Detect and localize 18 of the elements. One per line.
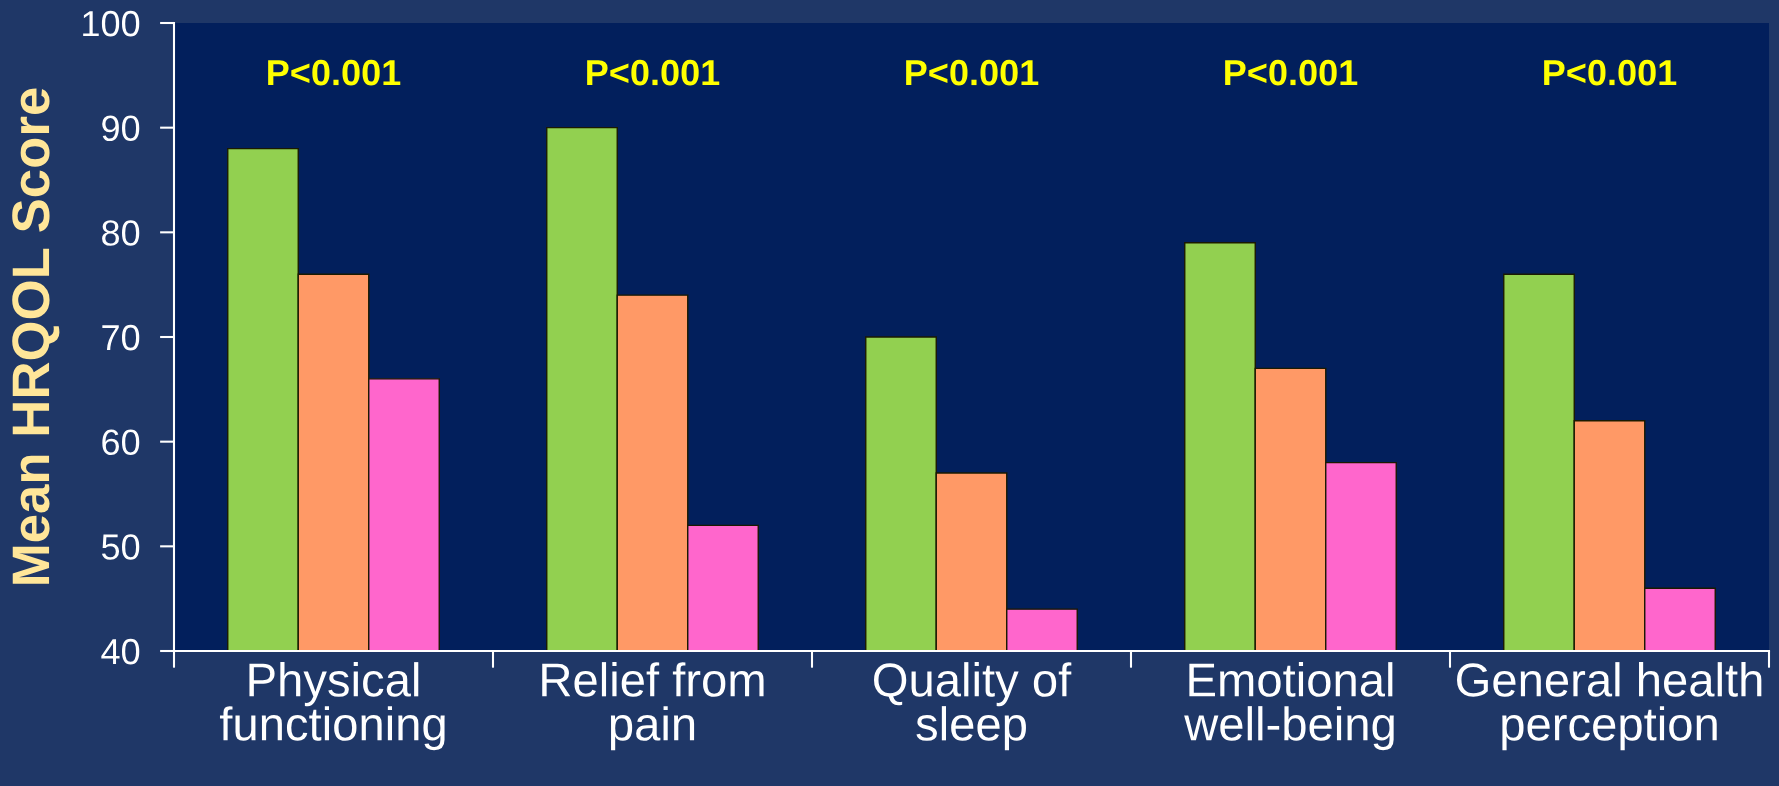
y-tick-label: 80: [102, 220, 140, 246]
x-tick-label: Physical functioning: [219, 662, 445, 751]
y-tick-label: 60: [102, 429, 140, 456]
x-tick-label: Emotional well-being: [1184, 662, 1394, 751]
y-tick-label: 50: [101, 534, 140, 560]
x-tick-label: General health perception: [1457, 662, 1762, 751]
y-tick-label: 40: [101, 638, 140, 665]
x-tick-label: Quality of sleep: [874, 662, 1072, 751]
y-tick-label: 70: [102, 324, 140, 351]
annotation: P<0.001: [587, 59, 720, 86]
annotation: P<0.001: [1544, 59, 1677, 86]
annotation: P<0.001: [268, 59, 401, 86]
x-tick-label: Relief from pain: [542, 662, 764, 751]
y-tick-label: 90: [102, 115, 140, 142]
annotation: P<0.001: [906, 59, 1039, 86]
y-axis-title: Mean HRQOL Score: [12, 88, 60, 584]
y-tick-label: 100: [83, 10, 140, 37]
annotation: P<0.001: [1225, 59, 1358, 86]
